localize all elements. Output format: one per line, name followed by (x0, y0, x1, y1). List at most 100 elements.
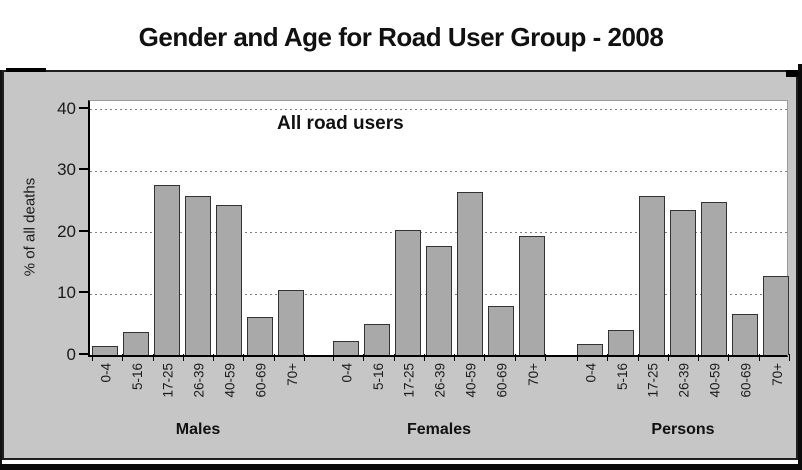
category-label: 60-69 (488, 361, 514, 417)
category-label-text: 0-4 (99, 363, 114, 383)
category-label-text: 26-39 (677, 363, 692, 398)
x-axis-tick (514, 354, 516, 361)
scan-artifact-mark (6, 68, 46, 72)
category-label-text: 5-16 (130, 363, 145, 391)
category-label-text: 17-25 (646, 363, 661, 398)
y-axis-tick (79, 106, 88, 109)
category-label-text: 60-69 (495, 363, 510, 398)
x-axis-tick (92, 354, 93, 361)
ytick-label: 10 (57, 283, 76, 303)
category-label-row: 0-4 5-16 17-25 26-39 40-59 60-69 70+ (92, 361, 304, 417)
x-axis-tick (789, 354, 790, 361)
category-label: 5-16 (364, 361, 390, 417)
bar-persons-70+ (763, 275, 789, 355)
x-axis-tick (152, 354, 154, 361)
ytick-label: 20 (57, 221, 76, 241)
gridline (90, 170, 787, 172)
category-label: 17-25 (395, 361, 421, 417)
x-axis-tick (454, 354, 456, 361)
bar-group-persons (577, 101, 789, 355)
x-axis-tick (667, 354, 669, 361)
bar-persons-5-16 (608, 329, 634, 355)
category-label-row: 0-4 5-16 17-25 26-39 40-59 60-69 70+ (577, 361, 789, 417)
y-axis-tick (79, 353, 88, 355)
x-axis-tick (577, 354, 578, 361)
category-label: 0-4 (92, 361, 118, 417)
x-axis-tick (243, 354, 245, 361)
category-label: 40-59 (216, 361, 242, 417)
group-label-females: Females (406, 421, 472, 438)
scan-artifact-mark (786, 70, 798, 77)
ytick-label: 40 (57, 98, 76, 118)
bar-females-5-16 (364, 324, 390, 355)
y-axis-tick (79, 291, 88, 294)
bar-group-males (92, 101, 304, 355)
plot-annotation: All road users (277, 113, 404, 134)
gridline (90, 109, 787, 110)
scan-frame-edge (798, 64, 802, 470)
category-label-text: 40-59 (708, 363, 723, 398)
bar-persons-26-39 (670, 209, 696, 355)
chart-area: % of all deaths All road users 0 10 20 30 40… (2, 68, 798, 460)
category-label: 40-59 (701, 361, 727, 417)
scan-frame-edge (0, 464, 802, 470)
category-label-text: 0-4 (584, 363, 599, 383)
bar-persons-60-69 (732, 314, 758, 355)
category-label-text: 26-39 (433, 363, 448, 398)
category-label-text: 5-16 (371, 363, 386, 391)
category-label-text: 17-25 (161, 363, 176, 398)
bar-persons-40-59 (701, 201, 727, 355)
category-label: 17-25 (154, 361, 180, 417)
bar-males-0-4 (92, 345, 118, 355)
category-label-text: 60-69 (739, 363, 754, 398)
bar-males-17-25 (154, 184, 180, 355)
bar-females-60-69 (488, 306, 514, 355)
category-label-text: 40-59 (464, 363, 479, 398)
x-axis-tick (333, 354, 334, 361)
category-label: 70+ (519, 361, 545, 417)
bar-females-17-25 (395, 230, 421, 355)
scan-frame-edge (0, 70, 2, 470)
bar-males-70+ (278, 289, 304, 355)
x-axis-tick (423, 354, 425, 361)
x-axis-tick (607, 354, 609, 361)
chart-title: Gender and Age for Road User Group - 200… (138, 22, 664, 52)
category-label: 26-39 (670, 361, 696, 417)
bar-males-5-16 (123, 332, 149, 355)
x-axis-tick (363, 354, 365, 361)
category-label-text: 5-16 (615, 363, 630, 391)
category-label: 26-39 (185, 361, 211, 417)
category-label: 60-69 (247, 361, 273, 417)
category-label: 0-4 (333, 361, 359, 417)
x-axis-tick (122, 354, 124, 361)
category-label: 0-4 (577, 361, 603, 417)
bar-females-0-4 (333, 340, 359, 355)
gridline (90, 232, 787, 233)
category-label-text: 70+ (770, 363, 785, 386)
category-label: 5-16 (608, 361, 634, 417)
x-axis-tick (273, 354, 275, 361)
bar-females-26-39 (426, 246, 452, 355)
ytick-label: 0 (66, 345, 76, 364)
group-label-males: Males (175, 421, 221, 438)
x-axis-tick (758, 354, 760, 361)
bar-females-40-59 (457, 192, 483, 355)
ytick-label: 30 (57, 160, 76, 180)
category-label-text: 40-59 (223, 363, 238, 398)
x-axis-tick (545, 354, 546, 361)
y-axis-tick (79, 229, 88, 232)
x-axis-tick (393, 354, 395, 361)
plot-area: All road users (88, 100, 789, 357)
group-label-persons: Persons (651, 421, 715, 438)
category-label: 5-16 (123, 361, 149, 417)
bar-males-40-59 (216, 204, 242, 355)
category-label: 60-69 (732, 361, 758, 417)
bar-males-60-69 (247, 316, 273, 355)
x-axis-tick (213, 354, 215, 361)
category-label-text: 26-39 (192, 363, 207, 398)
x-axis-tick (698, 354, 700, 361)
x-axis-tick (637, 354, 639, 361)
bar-males-26-39 (185, 196, 211, 355)
category-label-text: 70+ (285, 363, 300, 386)
